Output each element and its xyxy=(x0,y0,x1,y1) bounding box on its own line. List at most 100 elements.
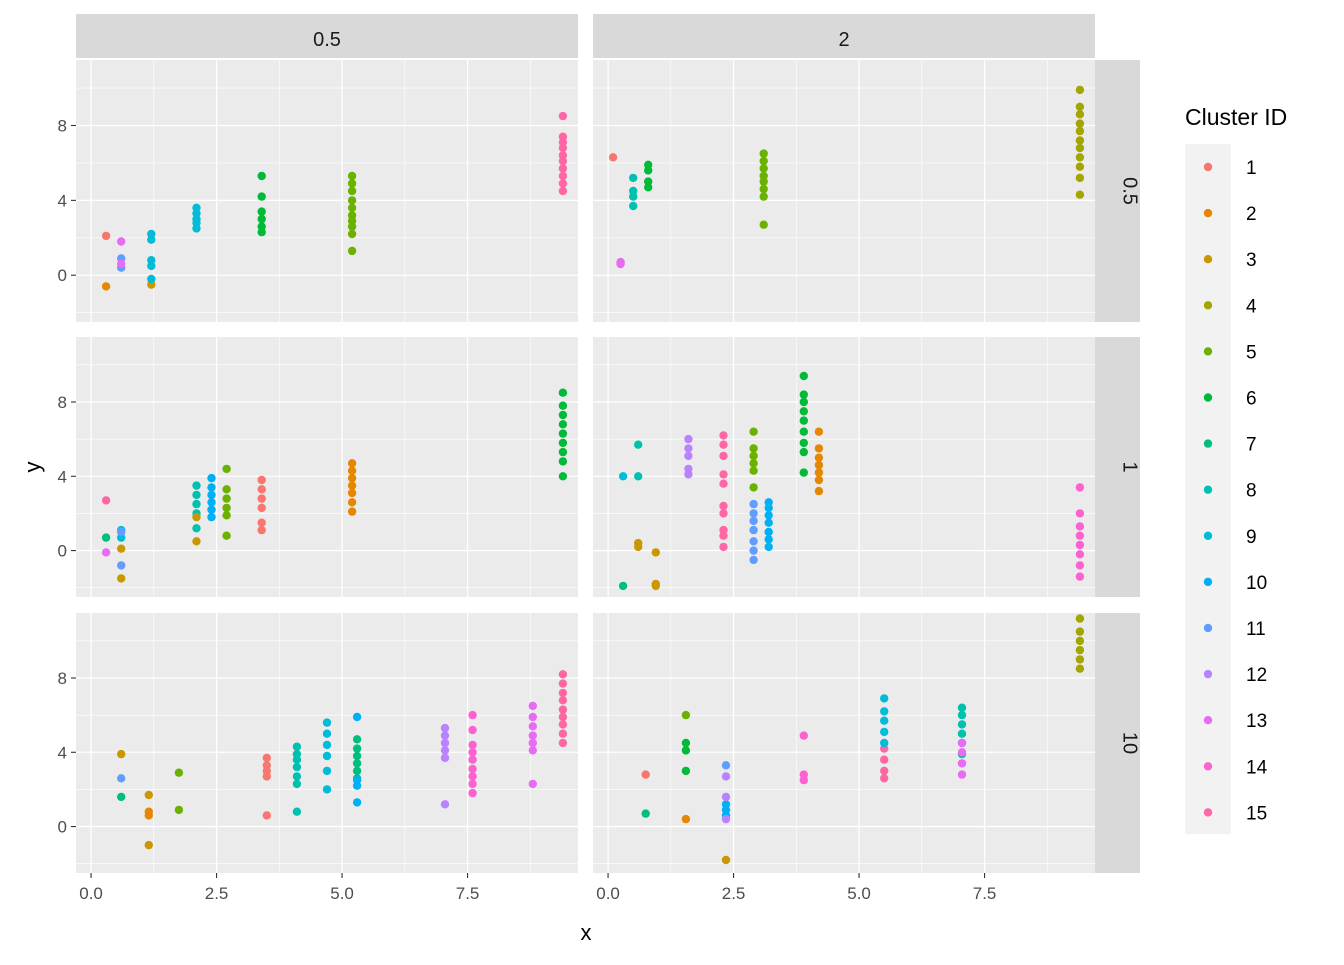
legend-label: 3 xyxy=(1246,250,1257,271)
data-point xyxy=(957,729,967,738)
data-point xyxy=(262,761,271,770)
panel-points-0.5-1 xyxy=(101,388,568,583)
data-point xyxy=(528,701,537,711)
data-point xyxy=(192,203,201,212)
data-point xyxy=(347,203,357,212)
legend-key xyxy=(1203,162,1213,172)
data-point xyxy=(468,740,477,750)
data-point xyxy=(117,774,126,783)
legend-label: 4 xyxy=(1246,296,1257,317)
data-point xyxy=(352,751,362,761)
data-point xyxy=(222,494,231,503)
data-point xyxy=(641,809,650,818)
data-point xyxy=(468,788,477,798)
panel-points-2-0.5 xyxy=(608,85,1085,269)
data-point xyxy=(719,501,728,511)
data-point xyxy=(292,749,302,759)
data-point xyxy=(292,807,302,816)
data-point xyxy=(684,444,693,453)
panel-points-0.5-0.5 xyxy=(101,111,568,291)
data-point xyxy=(1075,85,1085,95)
data-point xyxy=(764,535,773,544)
legend-label: 7 xyxy=(1246,435,1257,456)
data-point xyxy=(558,670,568,679)
data-point xyxy=(174,805,184,815)
data-point xyxy=(558,111,568,121)
data-point xyxy=(292,742,302,751)
data-point xyxy=(257,207,266,216)
data-point xyxy=(1075,655,1085,664)
data-point xyxy=(144,790,153,800)
data-point xyxy=(322,718,332,727)
data-point xyxy=(558,388,568,397)
data-point xyxy=(347,498,357,507)
panels-layer xyxy=(76,60,1095,873)
data-point xyxy=(749,546,758,555)
data-point xyxy=(880,774,889,783)
panel-points-2-10 xyxy=(641,614,1085,865)
axes: 0 4 8 0 4 8 0 4 8 0.0 2.5 5.0 7.5 0.0 2.5 5.0 7.5 xyxy=(58,117,997,904)
y-tick-label: 0 xyxy=(58,266,67,285)
data-point xyxy=(440,723,450,733)
data-point xyxy=(101,548,111,557)
data-point xyxy=(719,479,728,488)
data-point xyxy=(634,472,643,481)
facet-strip-col xyxy=(76,14,578,58)
data-point xyxy=(1075,509,1085,518)
data-point xyxy=(1075,627,1085,636)
data-point xyxy=(1075,561,1085,570)
legend-label: 5 xyxy=(1246,342,1257,363)
legend-key xyxy=(1203,439,1213,448)
data-point xyxy=(322,740,332,750)
data-point xyxy=(558,447,568,457)
data-point xyxy=(759,220,768,229)
legend-item: 4 xyxy=(1203,296,1257,317)
legend-key xyxy=(1203,255,1213,264)
y-tick-label: 0 xyxy=(58,542,67,561)
data-point xyxy=(684,434,693,444)
data-point xyxy=(468,779,477,789)
legend-key xyxy=(1203,347,1213,356)
data-point xyxy=(347,488,357,498)
data-point xyxy=(799,447,808,457)
panel-background xyxy=(76,60,578,322)
data-point xyxy=(558,720,568,729)
legend-label: 11 xyxy=(1246,619,1266,640)
data-point xyxy=(764,518,773,527)
data-point xyxy=(257,485,266,494)
legend-key xyxy=(1203,577,1213,587)
data-point xyxy=(192,512,201,522)
legend-label: 2 xyxy=(1246,204,1257,225)
data-point xyxy=(257,192,266,201)
data-point xyxy=(681,766,691,776)
data-point xyxy=(468,710,477,720)
legend-key xyxy=(1203,485,1213,494)
data-point xyxy=(719,440,728,449)
legend-key xyxy=(1203,531,1213,540)
data-point xyxy=(257,503,266,513)
data-point xyxy=(144,807,153,816)
data-point xyxy=(347,171,357,181)
data-point xyxy=(629,186,638,196)
data-point xyxy=(880,755,889,764)
data-point xyxy=(749,444,758,453)
facet-panel xyxy=(593,613,1095,873)
panel-background xyxy=(76,337,578,597)
legend-item: 3 xyxy=(1203,250,1257,271)
data-point xyxy=(347,211,357,220)
data-point xyxy=(721,814,731,824)
data-point xyxy=(759,149,768,158)
legend-key xyxy=(1203,762,1213,771)
data-point xyxy=(347,246,357,256)
data-point xyxy=(764,498,773,507)
data-point xyxy=(749,466,758,475)
legend-item: 6 xyxy=(1203,389,1257,410)
legend-item: 14 xyxy=(1203,757,1268,778)
data-point xyxy=(749,516,758,526)
legend-key xyxy=(1203,808,1213,817)
legend-label: 13 xyxy=(1246,711,1267,732)
data-point xyxy=(799,397,808,407)
data-point xyxy=(618,472,628,481)
x-axis-title: x xyxy=(581,920,592,945)
data-point xyxy=(957,738,967,748)
